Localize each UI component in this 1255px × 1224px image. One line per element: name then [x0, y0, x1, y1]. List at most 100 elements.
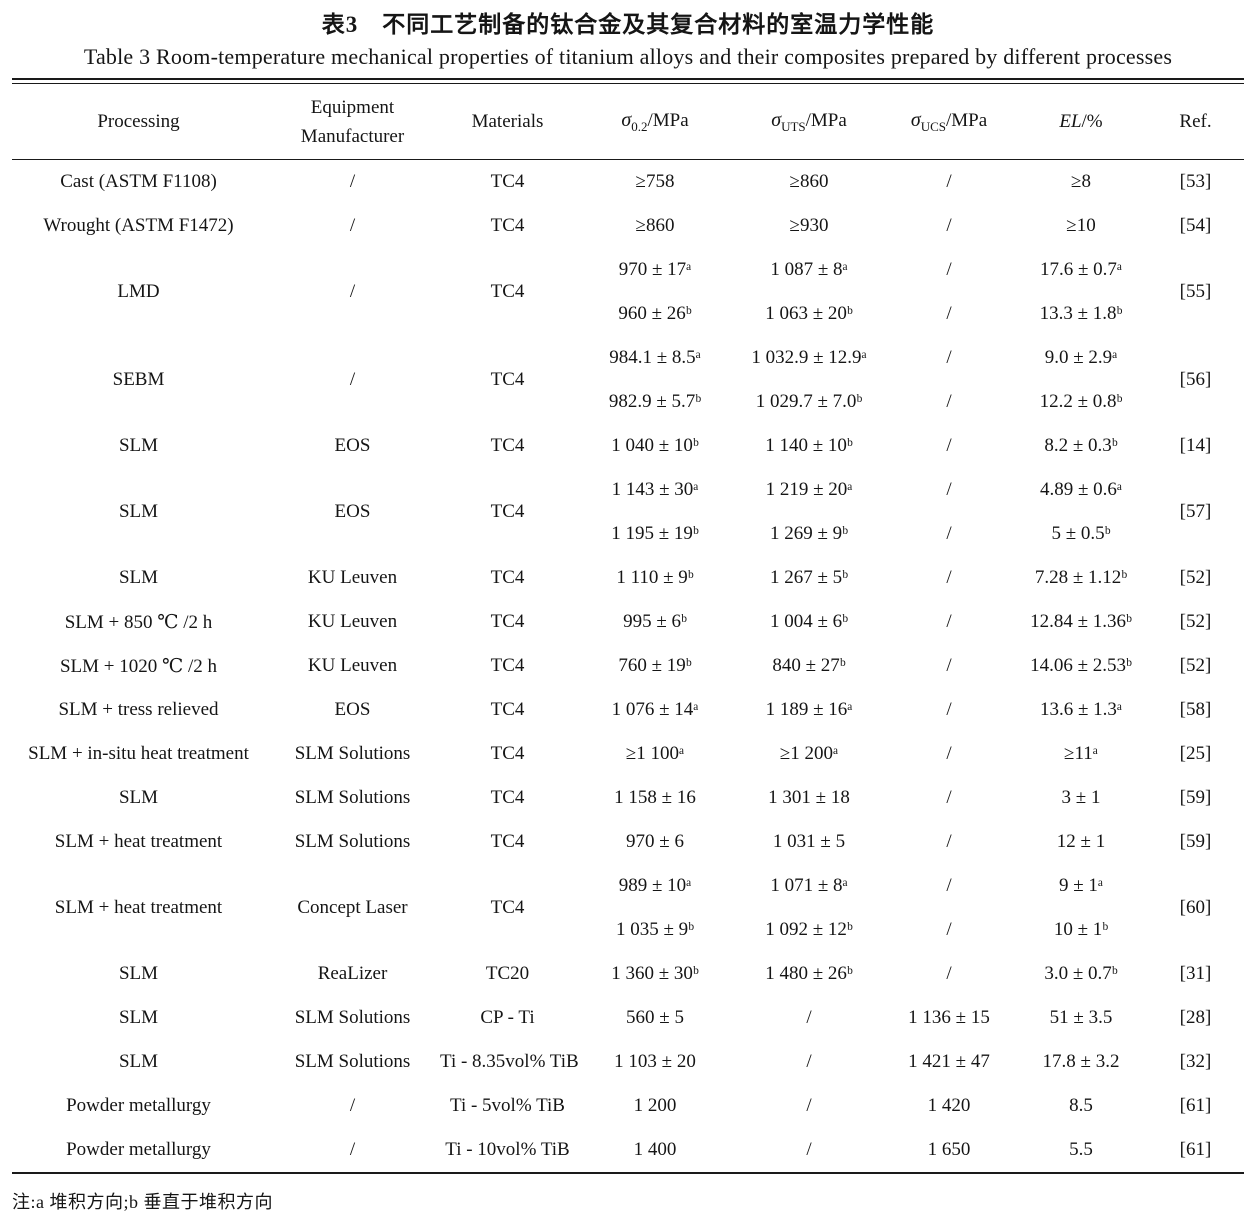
cell-processing: SLM — [118, 1007, 159, 1028]
table-row: Cast (ASTM F1108) / TC4 ≥758 ≥860 / ≥8 [… — [12, 160, 1244, 205]
cell-ref: [60] — [1179, 897, 1212, 918]
cell-materials: TC4 — [490, 501, 525, 522]
table-row: SLM SLM Solutions Ti - 8.35vol% TiB 1 10… — [12, 1040, 1244, 1084]
cell-el: 3 ± 1 — [1061, 787, 1101, 808]
sigma-ucs-subscript: UCS — [920, 118, 946, 134]
cell-sigma02: 560 ± 5 — [626, 1007, 684, 1028]
cell-sigma-ucs: / — [946, 435, 952, 456]
cell-processing: SLM + 1020 ℃ /2 h — [59, 655, 218, 677]
cell-sigma02: 760 ± 19ᵇ — [618, 655, 692, 676]
table-header: Processing Equipment Manufacturer Materi… — [12, 84, 1244, 160]
cell-el: 13.3 ± 1.8ᵇ — [1039, 303, 1123, 324]
cell-sigma-uts: 1 269 ± 9ᵇ — [769, 523, 849, 544]
table-row: SLM + heat treatment Concept Laser TC4 9… — [12, 864, 1244, 918]
cell-sigma-ucs: 1 650 — [927, 1139, 971, 1160]
cell-materials: TC4 — [490, 215, 525, 236]
cell-sigma-ucs: / — [946, 567, 952, 588]
cell-ref: [25] — [1179, 743, 1212, 764]
cell-processing: SLM — [118, 501, 159, 522]
footnote: 注:a 堆积方向;b 垂直于堆积方向 — [12, 1192, 273, 1212]
cell-sigma-ucs: / — [946, 655, 952, 676]
cell-equipment: EOS — [334, 699, 371, 720]
cell-sigma02: 1 143 ± 30ᵃ — [611, 479, 699, 500]
cell-equipment: / — [349, 215, 356, 236]
cell-sigma02: ≥860 — [635, 215, 675, 236]
table-row: SLM KU Leuven TC4 1 110 ± 9ᵇ 1 267 ± 5ᵇ … — [12, 556, 1244, 600]
cell-el: 13.6 ± 1.3ᵃ — [1039, 699, 1123, 720]
header-row: Processing Equipment Manufacturer Materi… — [12, 84, 1244, 160]
cell-equipment: KU Leuven — [307, 611, 398, 632]
cell-sigma-ucs: / — [946, 831, 952, 852]
cell-sigma02: 1 110 ± 9ᵇ — [616, 567, 694, 588]
table-row: SLM ReaLizer TC20 1 360 ± 30ᵇ 1 480 ± 26… — [12, 952, 1244, 996]
table-bottom-rule — [12, 1172, 1244, 1174]
cell-sigma-uts: 1 480 ± 26ᵇ — [765, 963, 853, 984]
cell-materials: Ti - 10vol% TiB — [445, 1139, 570, 1160]
col-header-sigma-ucs: σUCS/MPa — [883, 84, 1015, 160]
cell-equipment: SLM Solutions — [294, 1007, 411, 1028]
col-header-elongation: EL/% — [1015, 84, 1147, 160]
cell-sigma-ucs: / — [946, 215, 952, 236]
cell-ref: [28] — [1179, 1007, 1212, 1028]
el-symbol: EL — [1059, 110, 1082, 132]
cell-equipment: / — [349, 369, 356, 390]
cell-ref: [32] — [1179, 1051, 1212, 1072]
cell-processing: SLM — [118, 567, 159, 588]
cell-el: 5 ± 0.5ᵇ — [1051, 523, 1111, 544]
table-subrow: 960 ± 26ᵇ 1 063 ± 20ᵇ / 13.3 ± 1.8ᵇ — [12, 292, 1244, 336]
cell-sigma02: 1 195 ± 19ᵇ — [611, 523, 699, 544]
cell-sigma-ucs: / — [946, 171, 952, 192]
sigma-symbol: σ — [771, 108, 782, 131]
cell-equipment: SLM Solutions — [294, 743, 411, 764]
col-header-materials: Materials — [440, 84, 575, 160]
cell-sigma-ucs: / — [946, 611, 952, 632]
cell-sigma-ucs: / — [946, 963, 952, 984]
sigma02-unit: /MPa — [647, 109, 689, 131]
cell-materials: CP - Ti — [480, 1007, 535, 1028]
cell-sigma-ucs: / — [946, 347, 952, 368]
cell-sigma02: 970 ± 17ᵃ — [618, 259, 692, 280]
cell-el: 5.5 — [1069, 1139, 1093, 1160]
cell-sigma-uts: 1 189 ± 16ᵃ — [765, 699, 853, 720]
cell-ref: [52] — [1179, 567, 1212, 588]
cell-sigma-uts: ≥930 — [789, 215, 829, 236]
cell-sigma-ucs: / — [946, 391, 952, 412]
cell-processing: SLM + tress relieved — [58, 699, 219, 720]
cell-processing: Powder metallurgy — [66, 1139, 211, 1160]
cell-sigma02: 1 200 — [633, 1095, 677, 1116]
table-subrow: 982.9 ± 5.7ᵇ 1 029.7 ± 7.0ᵇ / 12.2 ± 0.8… — [12, 380, 1244, 424]
cell-sigma-uts: 1 063 ± 20ᵇ — [765, 303, 853, 324]
cell-sigma-ucs: / — [946, 259, 952, 280]
cell-materials: Ti - 8.35vol% TiB — [440, 1051, 579, 1072]
cell-sigma-ucs: / — [946, 919, 952, 940]
cell-sigma-uts: 1 071 ± 8ᵃ — [770, 875, 848, 896]
cell-ref: [31] — [1179, 963, 1212, 984]
cell-el: 4.89 ± 0.6ᵃ — [1039, 479, 1123, 500]
cell-ref: [61] — [1179, 1139, 1212, 1160]
cell-el: 8.2 ± 0.3ᵇ — [1044, 435, 1118, 456]
cell-el: 10 ± 1ᵇ — [1053, 919, 1109, 940]
cell-equipment: EOS — [334, 435, 371, 456]
cell-sigma-uts: / — [806, 1139, 812, 1160]
sigma-symbol: σ — [621, 108, 632, 131]
sigma-uts-unit: /MPa — [805, 109, 847, 131]
cell-processing: SLM + 850 ℃ /2 h — [64, 611, 213, 633]
table-subrow: 1 035 ± 9ᵇ 1 092 ± 12ᵇ / 10 ± 1ᵇ — [12, 908, 1244, 952]
cell-equipment: KU Leuven — [307, 567, 398, 588]
properties-table: Processing Equipment Manufacturer Materi… — [12, 84, 1244, 1172]
cell-sigma-uts: 1 032.9 ± 12.9ᵃ — [751, 347, 867, 368]
equipment-line2: Manufacturer — [300, 125, 405, 147]
cell-sigma02: 984.1 ± 8.5ᵃ — [609, 347, 701, 368]
cell-materials: TC4 — [490, 655, 525, 676]
cell-sigma02: 1 035 ± 9ᵇ — [615, 919, 695, 940]
table-row: SLM + heat treatment SLM Solutions TC4 9… — [12, 820, 1244, 864]
cell-sigma02: 1 400 — [633, 1139, 677, 1160]
cell-ref: [55] — [1179, 281, 1212, 302]
cell-sigma02: 982.9 ± 5.7ᵇ — [608, 391, 702, 412]
cell-sigma02: 1 360 ± 30ᵇ — [611, 963, 699, 984]
cell-sigma-ucs: / — [946, 787, 952, 808]
cell-equipment: ReaLizer — [317, 963, 388, 984]
cell-sigma-uts: / — [806, 1007, 812, 1028]
equipment-line1: Equipment — [310, 96, 395, 118]
table-row: SEBM / TC4 984.1 ± 8.5ᵃ 1 032.9 ± 12.9ᵃ … — [12, 336, 1244, 390]
